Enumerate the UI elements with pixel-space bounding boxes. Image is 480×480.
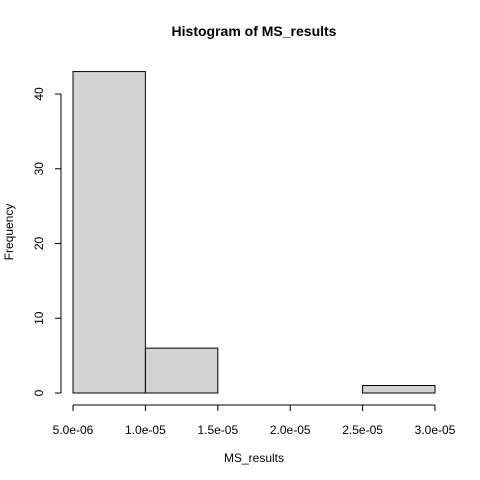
bars-group xyxy=(72,71,436,394)
x-tick-label-5: 3.0e-05 xyxy=(415,423,456,437)
chart-title: Histogram of MS_results xyxy=(172,23,337,39)
x-axis-title: MS_results xyxy=(224,451,284,465)
histogram-bar-0 xyxy=(72,71,146,394)
y-tick-label-4: 40 xyxy=(32,87,46,101)
x-tick-label-0: 5.0e-06 xyxy=(53,423,94,437)
y-tick-label-2: 20 xyxy=(32,237,46,251)
x-tick-label-4: 2.5e-05 xyxy=(342,423,383,437)
y-axis-title: Frequency xyxy=(2,204,16,261)
y-axis: 0 10 20 30 40 xyxy=(32,87,62,396)
y-tick-label-0: 0 xyxy=(32,389,46,396)
y-tick-label-3: 30 xyxy=(32,162,46,176)
histogram-bar-4 xyxy=(362,385,436,394)
x-tick-label-2: 1.5e-05 xyxy=(197,423,238,437)
x-axis: 5.0e-06 1.0e-05 1.5e-05 2.0e-05 2.5e-05 3.0e-… xyxy=(53,404,456,437)
histogram-bar-1 xyxy=(144,347,219,394)
x-tick-label-3: 2.0e-05 xyxy=(270,423,311,437)
y-tick-label-1: 10 xyxy=(32,311,46,325)
x-tick-label-1: 1.0e-05 xyxy=(125,423,166,437)
